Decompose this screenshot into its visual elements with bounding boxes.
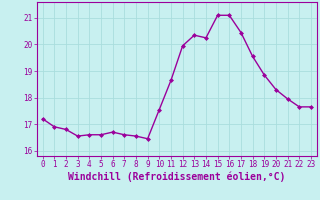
X-axis label: Windchill (Refroidissement éolien,°C): Windchill (Refroidissement éolien,°C) <box>68 172 285 182</box>
